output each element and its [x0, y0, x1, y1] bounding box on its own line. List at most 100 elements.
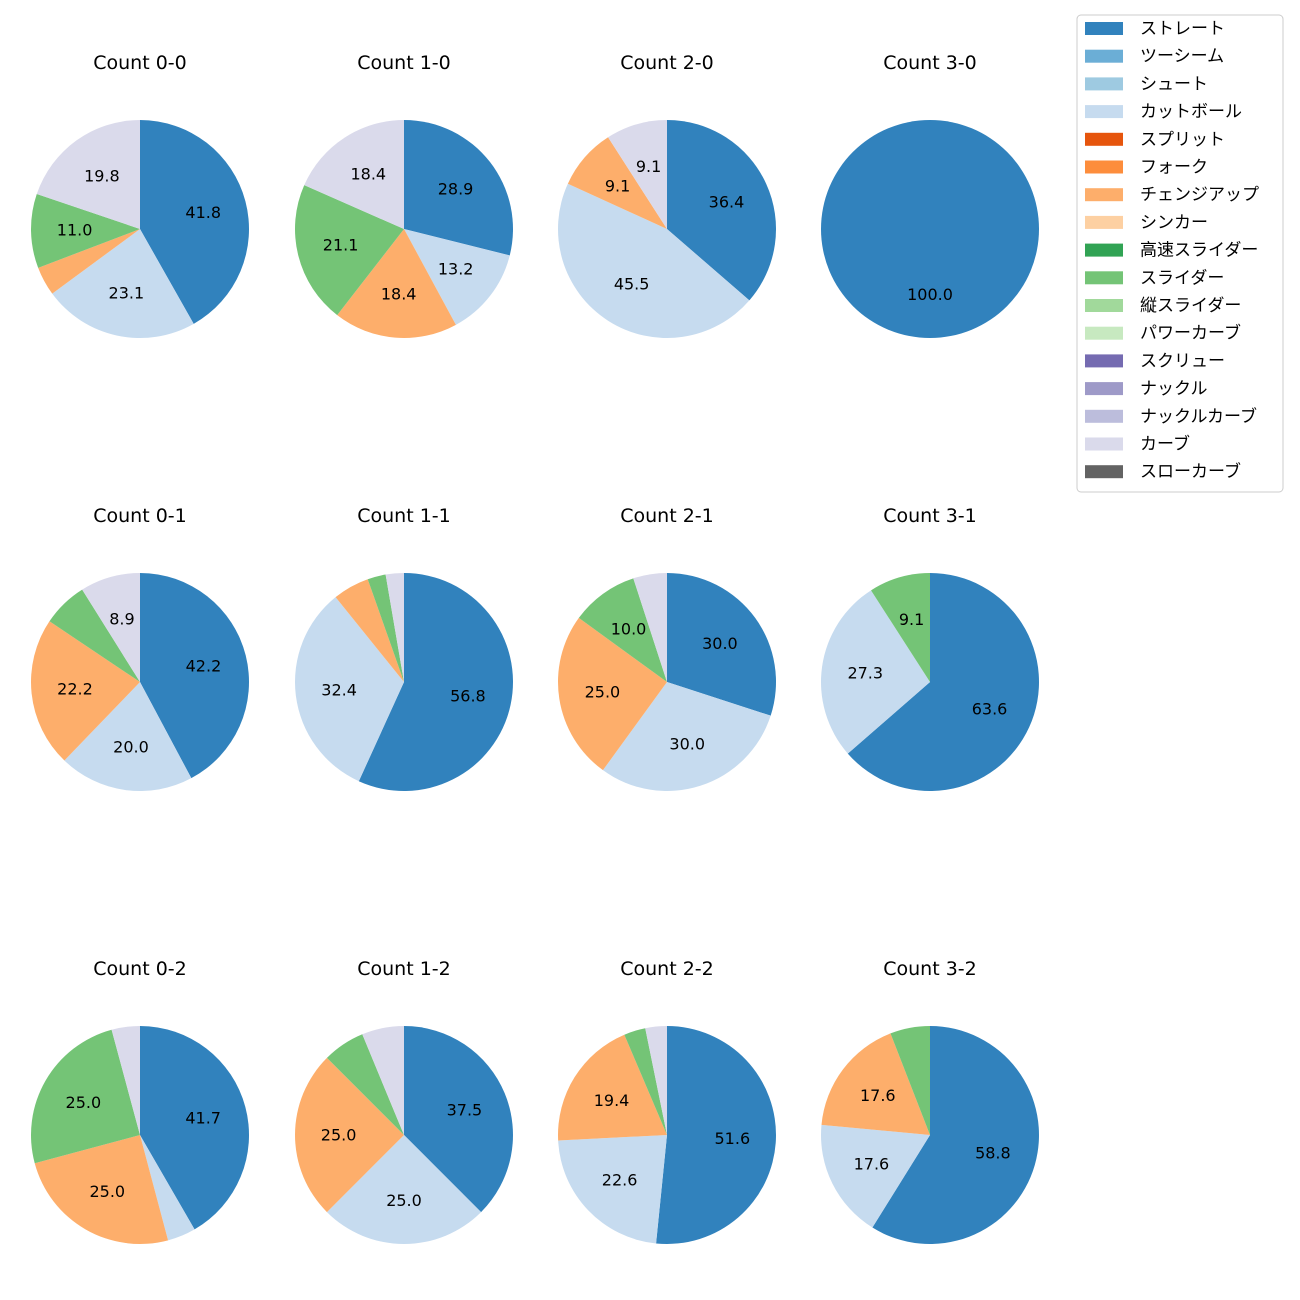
pie-slice-スライダー	[890, 1026, 930, 1135]
slice-value-label: 20.0	[113, 737, 149, 756]
legend-entry-ナックルカーブ: ナックルカーブ	[1085, 406, 1257, 427]
legend-swatch	[1085, 437, 1123, 451]
pie-slice-カーブ	[111, 1026, 140, 1135]
pie-count-1-0: Count 1-0 28.9 13.2 18.4 21.1 18.4	[294, 52, 513, 339]
legend-entry-縦スライダー: 縦スライダー	[1085, 296, 1241, 316]
pie-slice-カーブ	[362, 1026, 404, 1135]
pie-slice-チェンジアップ	[335, 579, 404, 682]
pie-slice-ストレート	[404, 1026, 513, 1213]
pie-slice-チェンジアップ	[821, 1033, 930, 1135]
pie-title: Count 1-0	[357, 52, 451, 74]
legend-entry-スライダー: スライダー	[1085, 268, 1224, 288]
slice-value-label: 19.8	[84, 166, 120, 185]
pie-slice-チェンジアップ	[34, 1135, 169, 1244]
pie-slice-カットボール	[326, 1135, 482, 1244]
slice-value-label: 30.0	[669, 735, 705, 754]
pie-slice-カットボール	[557, 183, 750, 339]
pie-count-1-2: Count 1-2 37.5 25.0 25.0	[295, 958, 513, 1244]
legend-frame	[1076, 14, 1284, 493]
legend-label: スライダー	[1140, 268, 1224, 288]
slice-value-label: 8.9	[109, 610, 134, 629]
slice-value-label: 23.1	[109, 283, 145, 302]
pies-layer: Count 0-0 41.8 23.1 11.0 19.8 Count 1-0 28.9 13…	[30, 52, 1040, 1244]
slice-value-label: 18.4	[350, 165, 386, 184]
pie-slice-カットボール	[140, 1135, 195, 1241]
slice-value-label: 10.0	[611, 620, 647, 639]
legend-swatch	[1085, 215, 1123, 229]
legend-label: ツーシーム	[1140, 47, 1224, 67]
slice-value-label: 25.0	[66, 1093, 102, 1112]
slice-value-label: 42.2	[186, 657, 222, 676]
legend-entry-ツーシーム: ツーシーム	[1085, 47, 1224, 67]
pie-slice-チェンジアップ	[558, 1034, 667, 1141]
pie-slice-スライダー	[294, 185, 404, 316]
pie-slice-ストレート	[140, 573, 250, 779]
slice-value-label: 17.6	[854, 1155, 890, 1174]
slice-value-label: 41.8	[185, 203, 221, 222]
legend-entry-チェンジアップ: チェンジアップ	[1085, 185, 1259, 205]
pie-slice-チェンジアップ	[38, 229, 140, 294]
pie-slice-カーブ	[36, 120, 140, 229]
legend-swatch	[1085, 354, 1123, 368]
pie-slice-ストレート	[847, 573, 1040, 791]
legend-entry-シンカー: シンカー	[1085, 213, 1208, 233]
pie-slice-チェンジアップ	[31, 621, 140, 761]
slice-value-label: 25.0	[89, 1182, 125, 1201]
slice-value-label: 30.0	[702, 634, 738, 653]
slice-value-label: 9.1	[636, 157, 661, 176]
slice-value-label: 25.0	[585, 683, 621, 702]
legend-label: シンカー	[1140, 213, 1208, 233]
pie-slice-カットボール	[821, 1124, 930, 1228]
legend-label: ナックル	[1140, 379, 1208, 399]
pie-slice-カーブ	[645, 1026, 667, 1135]
pie-slice-ストレート	[140, 1026, 250, 1230]
slice-value-label: 58.8	[975, 1143, 1011, 1162]
slice-value-label: 25.0	[321, 1126, 357, 1145]
slice-value-label: 28.9	[438, 179, 474, 198]
slice-value-label: 11.0	[57, 221, 93, 240]
legend-swatch	[1085, 382, 1123, 396]
pie-title: Count 3-0	[883, 52, 977, 74]
pie-slice-カーブ	[82, 573, 140, 682]
pie-title: Count 2-1	[620, 505, 714, 527]
pie-slice-カットボール	[64, 682, 192, 792]
pie-title: Count 0-2	[93, 958, 187, 980]
pie-count-3-0: Count 3-0 100.0	[821, 52, 1039, 338]
slice-value-label: 37.5	[447, 1100, 483, 1119]
pie-title: Count 1-1	[357, 505, 451, 527]
legend-label: ナックルカーブ	[1140, 406, 1257, 427]
pie-slice-カットボール	[52, 229, 194, 339]
pie-slice-カットボール	[558, 1135, 667, 1244]
legend-label: ストレート	[1140, 19, 1225, 39]
legend-label: カットボール	[1140, 102, 1242, 122]
pie-slice-カーブ	[633, 573, 667, 682]
legend-swatch	[1085, 77, 1123, 91]
pie-count-0-2: Count 0-2 41.7 25.0 25.0	[30, 958, 250, 1244]
slice-value-label: 32.4	[321, 681, 357, 700]
pie-count-2-0: Count 2-0 36.4 45.5 9.1 9.1	[557, 52, 777, 339]
legend-entry-ストレート: ストレート	[1085, 19, 1225, 39]
legend-swatch	[1085, 465, 1123, 479]
slice-value-label: 27.3	[847, 663, 883, 682]
slice-value-label: 13.2	[438, 260, 474, 279]
legend-swatch	[1085, 271, 1123, 285]
legend-entry-カットボール: カットボール	[1085, 102, 1242, 122]
pie-slice-スライダー	[871, 573, 930, 682]
pie-slice-カットボール	[821, 590, 930, 754]
slice-value-label: 41.7	[185, 1109, 221, 1128]
slice-value-label: 51.6	[715, 1129, 751, 1148]
pie-slice-カーブ	[608, 120, 667, 229]
slice-value-label: 21.1	[323, 236, 359, 255]
pie-title: Count 0-1	[93, 505, 187, 527]
pie-slice-カーブ	[385, 573, 404, 682]
legend-swatch	[1085, 188, 1123, 202]
pie-slice-スライダー	[49, 589, 140, 682]
pie-title: Count 2-2	[620, 958, 714, 980]
pie-title: Count 2-0	[620, 52, 714, 74]
pie-title: Count 3-2	[883, 958, 977, 980]
legend-label: スプリット	[1140, 130, 1225, 150]
slice-value-label: 45.5	[614, 275, 650, 294]
slice-value-label: 22.2	[57, 679, 93, 698]
legend-swatch	[1085, 160, 1123, 174]
